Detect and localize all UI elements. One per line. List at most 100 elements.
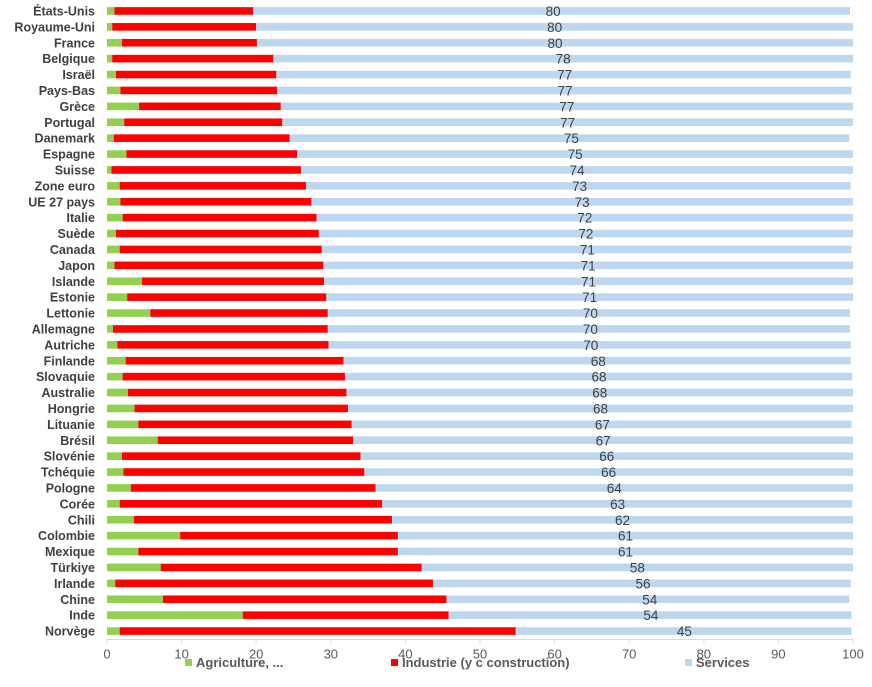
bar-coree-services xyxy=(382,500,853,508)
bar-lettonie-services xyxy=(327,309,851,317)
x-tick-label-70: 70 xyxy=(622,647,636,662)
category-labels: États-Unis Royaume-Uni France Belgique Israë… xyxy=(14,3,96,638)
data-label-colombie: 61 xyxy=(618,529,633,544)
bar-pays-bas-services xyxy=(277,86,852,95)
x-tick-label-90: 90 xyxy=(771,647,785,662)
bar-tchequie-services xyxy=(364,468,853,476)
category-label-espagne: Espagne xyxy=(43,148,95,162)
category-label-turkiye: Türkiye xyxy=(51,561,96,575)
bar-danemark-agriculture xyxy=(107,134,114,142)
x-axis-ticks: 0 10 20 30 40 50 60 70 80 90 100 xyxy=(103,639,864,662)
bar-pays-bas-agriculture xyxy=(107,86,121,95)
category-label-etats-unis: États-Unis xyxy=(33,3,95,18)
bar-lituanie-industry xyxy=(138,420,352,429)
bar-grece-industry xyxy=(139,102,281,111)
legend-label-3: Services xyxy=(696,655,750,670)
category-label-finlande: Finlande xyxy=(44,354,95,368)
category-label-france: France xyxy=(54,36,95,50)
bar-suisse-services xyxy=(300,166,854,174)
data-label-autriche: 70 xyxy=(583,338,598,353)
data-label-slovaquie: 68 xyxy=(591,370,606,385)
bar-islande-industry xyxy=(142,277,325,286)
category-label-islande: Islande xyxy=(52,275,95,289)
category-label-autriche: Autriche xyxy=(44,338,95,352)
bar-espagne-agriculture xyxy=(107,150,127,158)
category-label-chine: Chine xyxy=(60,593,95,607)
bar-suede-agriculture xyxy=(107,229,116,238)
bar-portugal-industry xyxy=(124,118,283,127)
x-tick-label-0: 0 xyxy=(103,647,110,662)
category-label-japon: Japon xyxy=(58,259,95,273)
bar-etats-unis-agriculture xyxy=(107,7,115,15)
bar-autriche-services xyxy=(328,341,851,349)
bar-zone-euro-agriculture xyxy=(107,182,120,190)
bar-bresil-agriculture xyxy=(107,436,158,445)
legend: Agriculture, ... Industrie (y c construct… xyxy=(185,655,750,670)
data-label-ue-27-pays: 73 xyxy=(575,195,590,210)
x-tick-label-10: 10 xyxy=(174,647,188,662)
bar-inde-services xyxy=(448,611,852,619)
bar-colombie-services xyxy=(397,531,853,540)
bar-tchequie-industry xyxy=(123,468,365,476)
category-label-inde: Inde xyxy=(69,609,95,623)
bar-belgique-industry xyxy=(112,54,274,63)
bar-slovaquie-industry xyxy=(122,372,345,381)
data-label-allemagne: 70 xyxy=(583,322,598,337)
bar-irlande-agriculture xyxy=(107,579,116,588)
data-label-royaume-uni: 80 xyxy=(547,20,562,35)
bar-hongrie-services xyxy=(347,404,853,413)
category-label-colombie: Colombie xyxy=(38,529,95,543)
category-label-hongrie: Hongrie xyxy=(48,402,95,416)
data-label-suisse: 74 xyxy=(569,163,585,178)
data-label-pays-bas: 77 xyxy=(558,83,573,98)
category-label-royaume-uni: Royaume-Uni xyxy=(14,20,95,34)
data-label-israel: 77 xyxy=(557,68,572,83)
bar-italie-services xyxy=(316,213,854,222)
bar-bresil-services xyxy=(353,436,853,445)
bar-irlande-services xyxy=(433,579,851,588)
category-label-danemark: Danemark xyxy=(35,132,95,146)
bar-norvege-agriculture xyxy=(107,627,120,635)
category-label-chili: Chili xyxy=(68,513,95,527)
bar-finlande-agriculture xyxy=(107,356,126,365)
category-label-allemagne: Allemagne xyxy=(32,322,95,336)
bar-israel-industry xyxy=(115,70,277,79)
bar-slovaquie-services xyxy=(344,372,853,381)
bar-canada-agriculture xyxy=(107,245,120,254)
category-label-mexique: Mexique xyxy=(45,545,95,559)
bar-ue-27-pays-agriculture xyxy=(107,197,121,206)
bar-ue-27-pays-industry xyxy=(120,197,312,206)
bar-allemagne-agriculture xyxy=(107,325,113,333)
bar-lituanie-services xyxy=(351,420,852,429)
bar-japon-services xyxy=(323,261,854,270)
bar-chine-industry xyxy=(162,595,447,604)
category-label-israel: Israël xyxy=(62,68,95,82)
category-label-suisse: Suisse xyxy=(55,163,95,177)
bar-islande-agriculture xyxy=(107,277,143,286)
legend-swatch-2 xyxy=(391,659,398,666)
bar-slovaquie-agriculture xyxy=(107,372,123,381)
data-labels: 8080807877777777757574737372727171717170… xyxy=(546,4,692,639)
x-tick-label-60: 60 xyxy=(547,647,561,662)
bar-grece-agriculture xyxy=(107,102,140,111)
category-label-bresil: Brésil xyxy=(60,434,95,448)
legend-swatch-3 xyxy=(685,659,692,666)
data-label-japon: 71 xyxy=(581,258,596,273)
bar-france-industry xyxy=(121,38,257,47)
data-label-lituanie: 67 xyxy=(595,417,610,432)
bar-etats-unis-services xyxy=(253,7,851,15)
bar-pays-bas-industry xyxy=(120,86,278,95)
bar-portugal-services xyxy=(282,118,853,127)
bar-autriche-industry xyxy=(117,341,329,349)
data-label-suede: 72 xyxy=(578,227,593,242)
bar-turkiye-industry xyxy=(160,563,422,572)
category-label-zone-euro: Zone euro xyxy=(35,179,96,193)
data-label-portugal: 77 xyxy=(560,115,575,130)
bar-mexique-services xyxy=(397,547,853,556)
category-label-slovenie: Slovénie xyxy=(44,450,95,464)
bar-suede-industry xyxy=(115,229,319,238)
bar-slovenie-services xyxy=(360,452,853,460)
bar-israel-services xyxy=(276,70,851,79)
category-label-canada: Canada xyxy=(50,243,96,257)
